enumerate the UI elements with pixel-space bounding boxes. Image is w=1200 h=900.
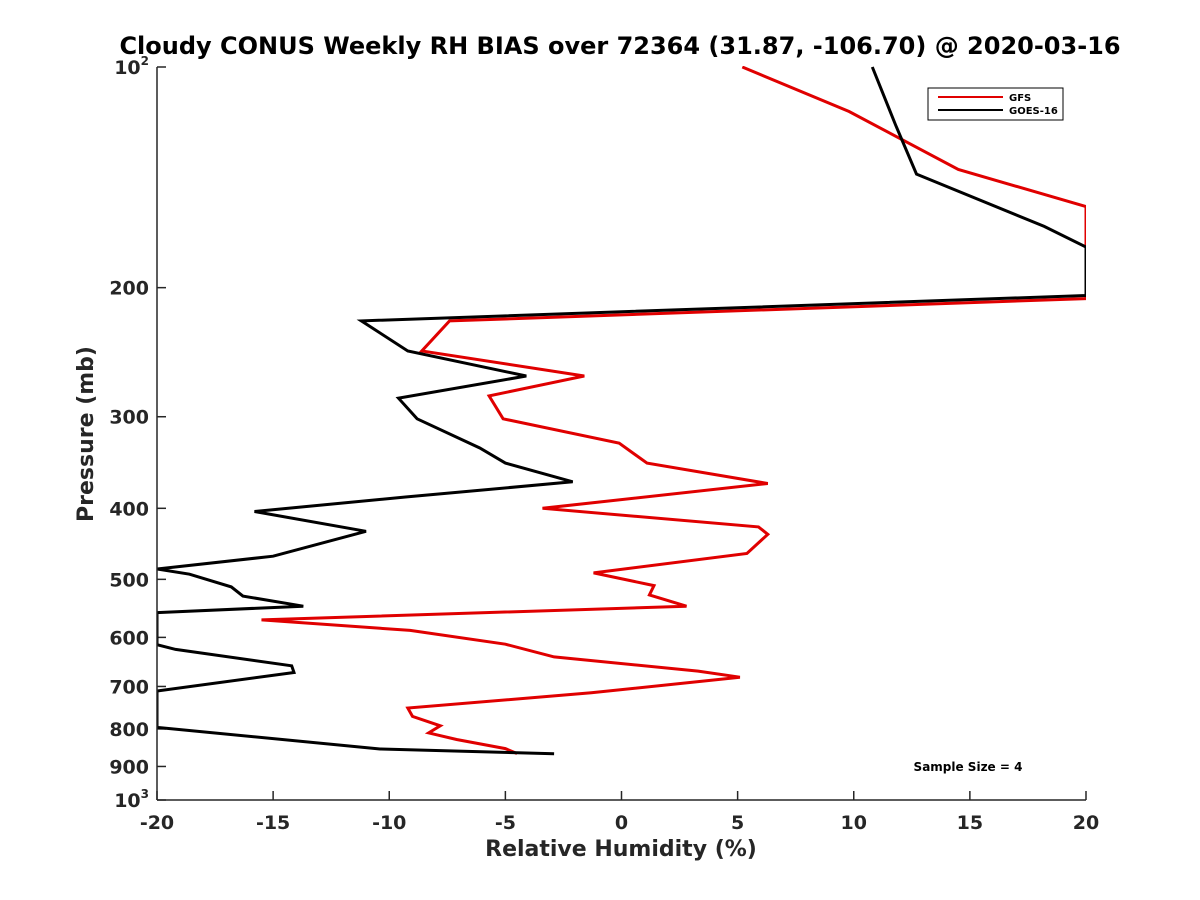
y-tick-label: 400 xyxy=(109,498,149,520)
x-tick-label: 5 xyxy=(731,812,744,834)
sample-size-annotation: Sample Size = 4 xyxy=(914,760,1023,774)
legend: GFS GOES-16 xyxy=(927,87,1064,121)
y-tick-exponent: 2 xyxy=(141,54,149,68)
series-line-goes-16 xyxy=(157,66,1086,756)
x-axis-label: Relative Humidity (%) xyxy=(485,837,757,862)
y-axis-label: Pressure (mb) xyxy=(74,346,99,522)
y-tick-label: 200 xyxy=(109,278,149,300)
plot-area xyxy=(157,67,1086,800)
chart-title: Cloudy CONUS Weekly RH BIAS over 72364 (… xyxy=(119,32,1120,60)
y-tick-label: 500 xyxy=(109,569,149,591)
y-tick-base: 10 xyxy=(114,57,140,79)
x-tick-label: -15 xyxy=(256,812,290,834)
y-tick-label: 103 xyxy=(114,787,149,812)
y-tick-label: 800 xyxy=(109,719,149,741)
x-tick-label: 0 xyxy=(615,812,628,834)
y-tick-label: 600 xyxy=(109,627,149,649)
legend-label-gfs: GFS xyxy=(1009,93,1031,104)
y-tick-label: 300 xyxy=(109,407,149,429)
y-tick-label: 900 xyxy=(109,756,149,778)
y-tick-label: 700 xyxy=(109,676,149,698)
x-axis-ticks: -20 -15 -10 -5 0 5 10 15 20 xyxy=(140,791,1099,834)
legend-label-goes16: GOES-16 xyxy=(1009,106,1058,117)
x-tick-label: 15 xyxy=(957,812,983,834)
x-tick-label: -10 xyxy=(372,812,406,834)
series-line-gfs xyxy=(261,66,1086,755)
x-tick-label: -20 xyxy=(140,812,174,834)
x-tick-label: -5 xyxy=(495,812,516,834)
series-layer xyxy=(157,66,1086,756)
x-tick-label: 10 xyxy=(841,812,867,834)
y-tick-exponent: 3 xyxy=(141,787,149,801)
x-tick-label: 20 xyxy=(1073,812,1099,834)
y-tick-label: 102 xyxy=(114,54,149,79)
y-tick-base: 10 xyxy=(114,790,140,812)
legend-box xyxy=(927,87,1064,121)
